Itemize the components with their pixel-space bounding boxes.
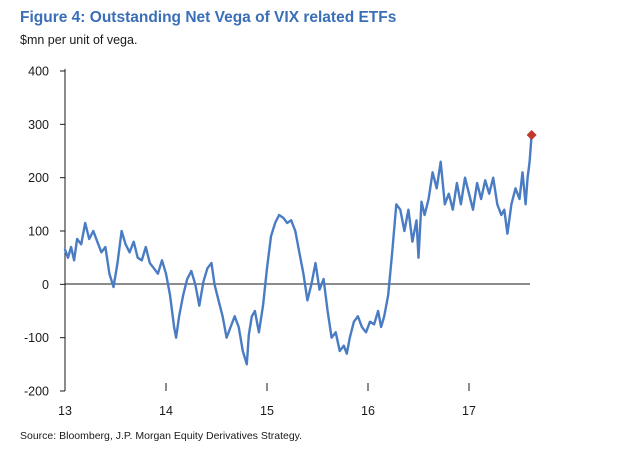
latest-value-marker (526, 130, 537, 140)
source-note: Source: Bloomberg, J.P. Morgan Equity De… (20, 430, 303, 442)
annotation-group (526, 130, 537, 140)
chart-subtitle: $mn per unit of vega. (20, 33, 138, 47)
y-tick-labels: 400 300 200 100 0 -100 -200 (24, 65, 49, 399)
series-group (63, 133, 533, 366)
x-ticks (64, 383, 470, 391)
x-tick-label-1: 14 (159, 404, 173, 418)
series-line-outstanding-net-vega (63, 133, 533, 366)
x-tick-label-2: 15 (260, 404, 274, 418)
x-tick-label-4: 17 (462, 404, 476, 418)
y-tick-label-5: -100 (24, 331, 49, 345)
y-tick-label-0: 400 (28, 65, 49, 79)
x-tick-label-0: 13 (58, 404, 72, 418)
chart-title: Figure 4: Outstanding Net Vega of VIX re… (20, 9, 397, 26)
x-tick-labels: 13 14 15 16 17 (58, 404, 476, 418)
x-tick-label-3: 16 (361, 404, 375, 418)
y-tick-label-2: 200 (28, 171, 49, 185)
y-tick-label-6: -200 (24, 385, 49, 399)
y-ticks (60, 70, 65, 392)
y-tick-label-4: 0 (42, 278, 49, 292)
y-tick-label-3: 100 (28, 225, 49, 239)
y-tick-label-1: 300 (28, 118, 49, 132)
